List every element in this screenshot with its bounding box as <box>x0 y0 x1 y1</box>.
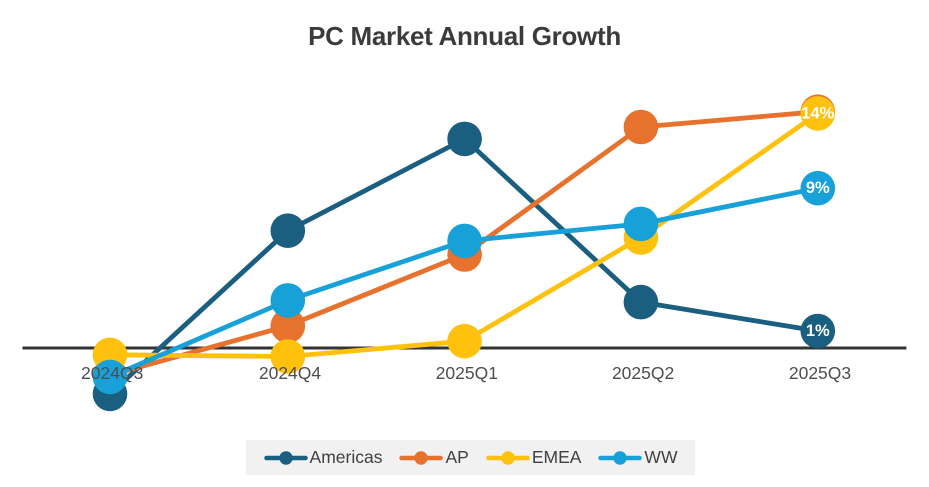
marker-ww-2024Q3[interactable] <box>92 359 128 395</box>
x-axis-label-2025Q3: 2025Q3 <box>789 363 851 383</box>
marker-americas-2025Q3[interactable] <box>800 313 836 349</box>
marker-emea-2025Q3[interactable] <box>800 96 836 131</box>
marker-americas-2025Q1[interactable] <box>447 121 482 157</box>
legend-marker-emea-icon <box>486 450 530 465</box>
legend-label-emea: EMEA <box>531 447 582 467</box>
legend-item-ap[interactable]: AP <box>399 447 469 468</box>
legend-label-americas: Americas <box>309 447 383 467</box>
legend-marker-ap-icon <box>399 450 444 465</box>
data-label-emea: 14% <box>801 104 834 122</box>
marker-ap-2025Q2[interactable] <box>623 109 659 145</box>
legend-item-ww[interactable]: WW <box>598 447 677 468</box>
chart-title: PC Market Annual Growth <box>308 21 621 51</box>
legend-label-ap: AP <box>445 447 469 467</box>
marker-americas-2024Q4[interactable] <box>270 213 306 248</box>
marker-ap-2024Q4[interactable] <box>270 308 306 344</box>
x-axis-label-2025Q1: 2025Q1 <box>436 363 498 383</box>
legend-marker-ww-icon <box>598 450 643 465</box>
x-axis-label-2024Q4: 2024Q4 <box>259 363 322 383</box>
marker-ww-2024Q4[interactable] <box>270 283 306 318</box>
marker-ww-2025Q3[interactable] <box>800 170 836 206</box>
legend-item-emea[interactable]: EMEA <box>486 447 582 468</box>
data-label-ww: 9% <box>806 179 830 197</box>
marker-ww-2025Q1[interactable] <box>447 223 482 259</box>
data-label-americas: 1% <box>806 322 830 340</box>
x-axis-label-2024Q3: 2024Q3 <box>81 363 143 383</box>
marker-emea-2025Q1[interactable] <box>447 323 482 359</box>
x-axis-label-2025Q2: 2025Q2 <box>612 363 674 383</box>
legend-item-americas[interactable]: Americas <box>263 447 383 468</box>
legend-label-ww: WW <box>644 447 678 467</box>
marker-ww-2025Q2[interactable] <box>623 206 659 242</box>
marker-americas-2025Q2[interactable] <box>623 284 659 320</box>
marker-emea-2024Q4[interactable] <box>270 339 306 374</box>
legend-marker-americas-icon <box>263 450 308 465</box>
legend: Americas AP EMEA WW <box>245 440 696 475</box>
